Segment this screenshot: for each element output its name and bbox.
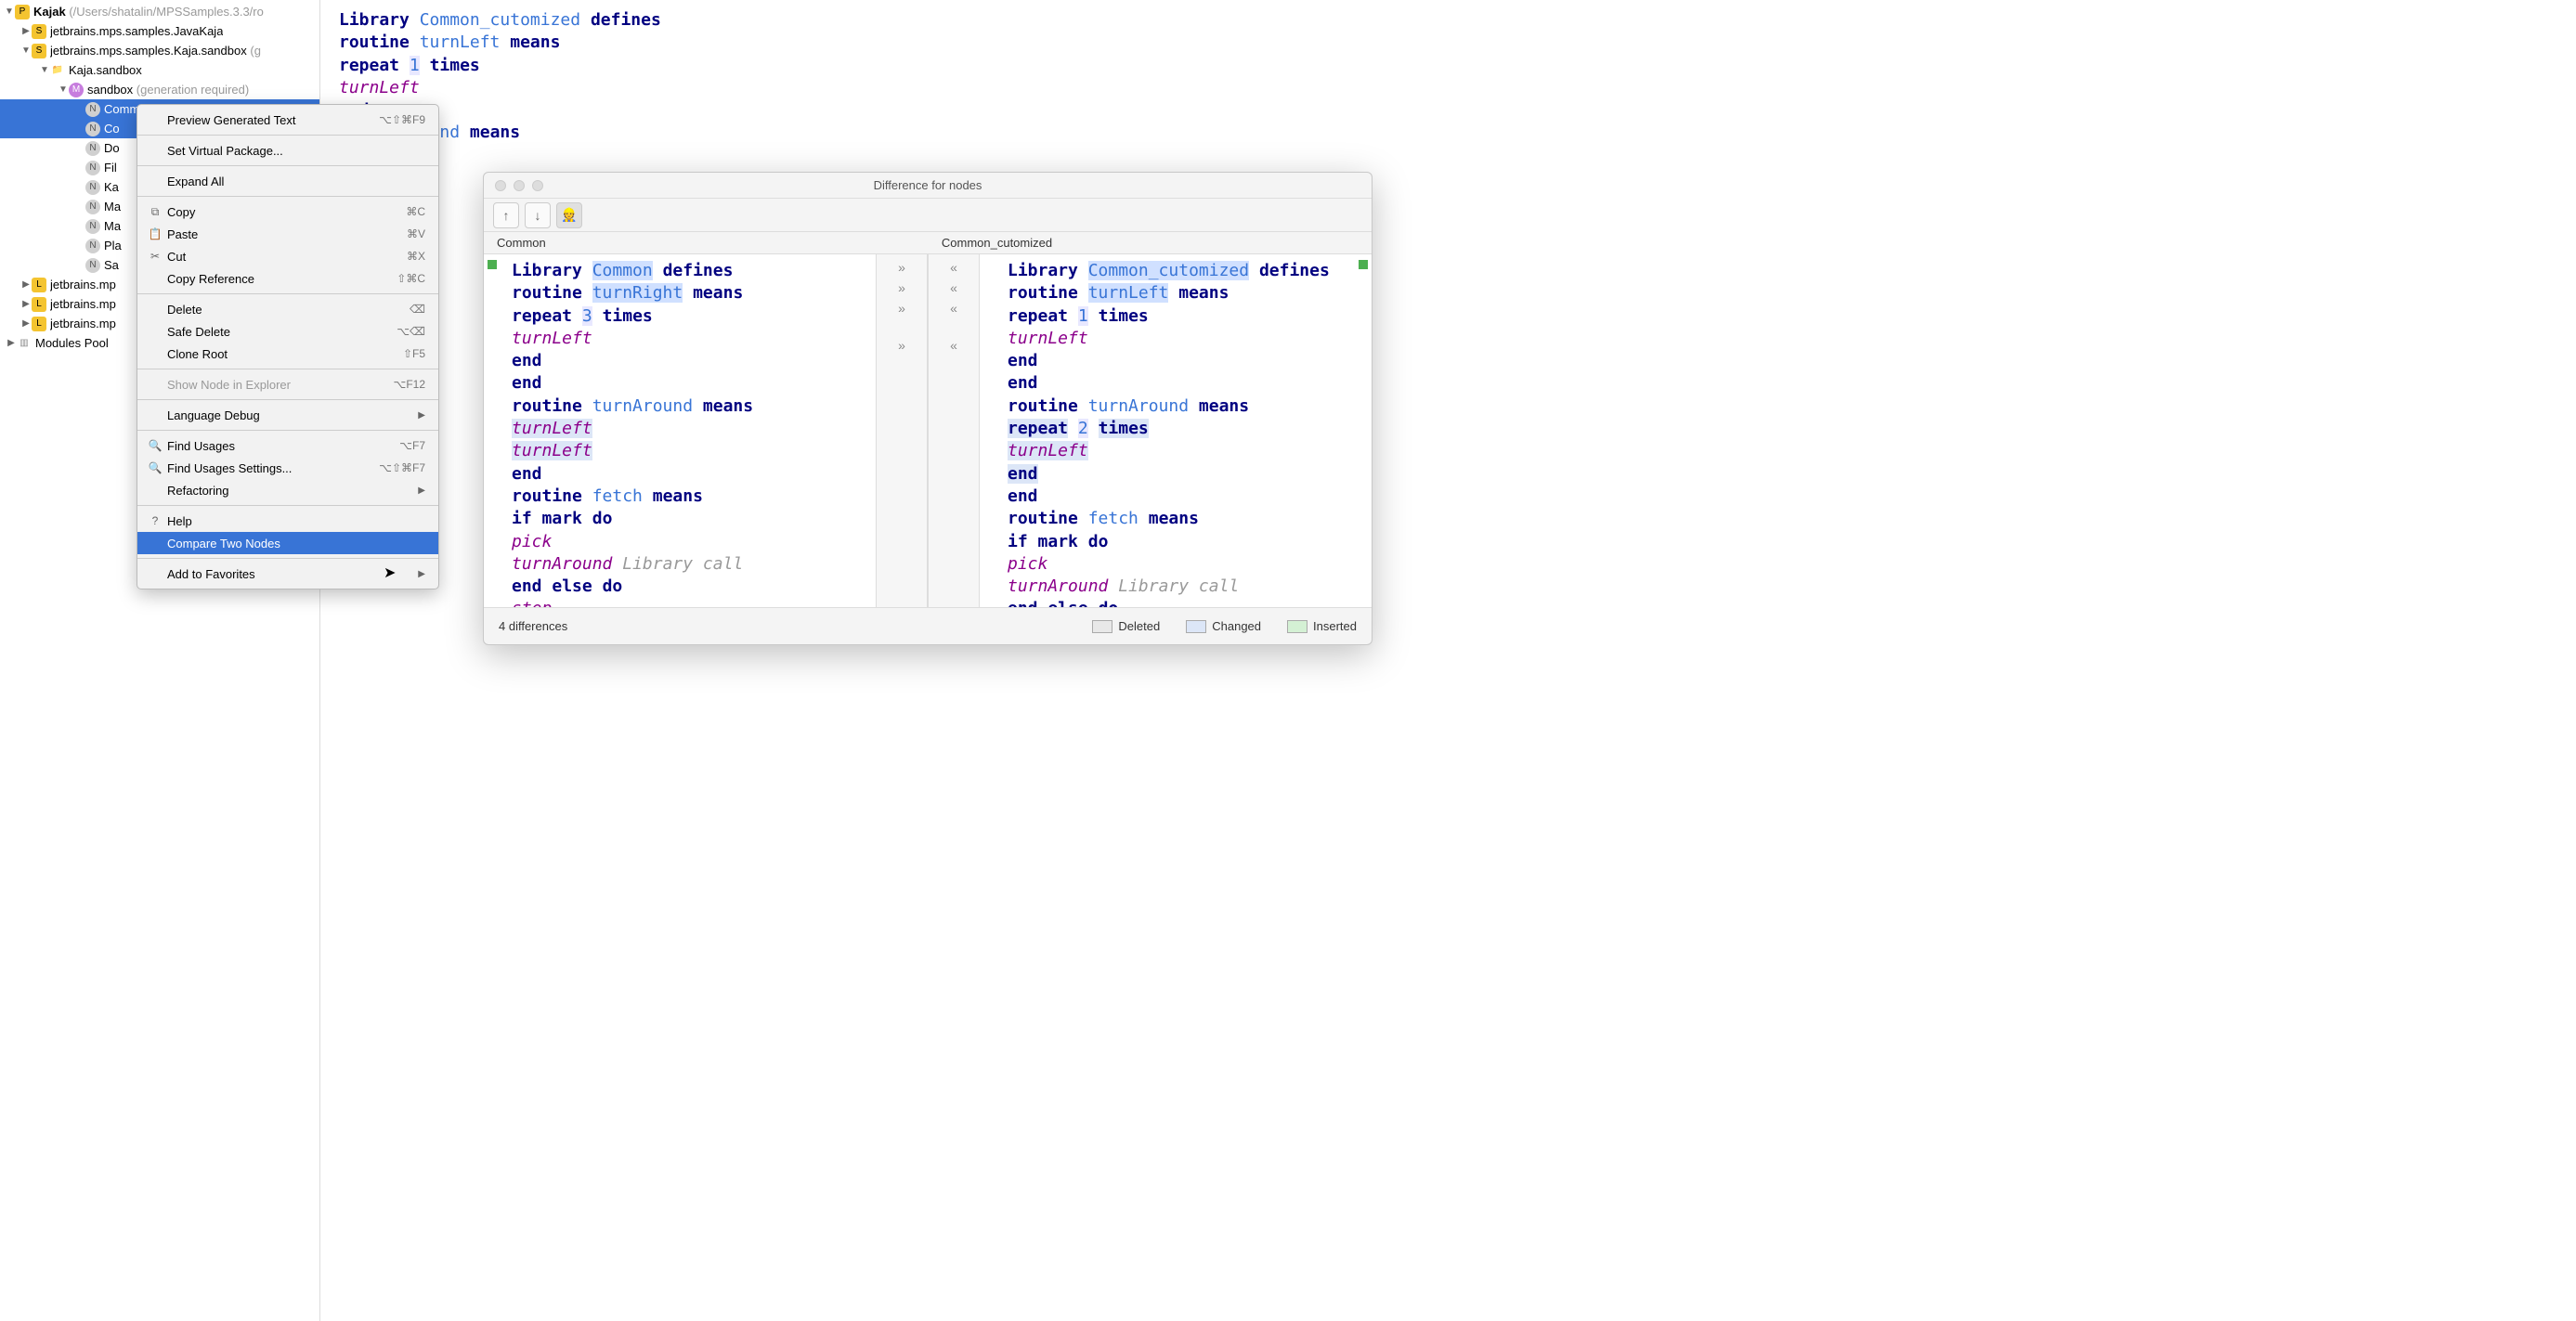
menu-item[interactable]: ✂Cut⌘X: [137, 245, 438, 267]
menu-item[interactable]: Expand All: [137, 170, 438, 192]
solution-icon: S: [32, 24, 46, 39]
menu-icon: ✂: [147, 250, 163, 263]
node-icon: N: [85, 239, 100, 253]
diff-window: Difference for nodes ↑ ↓ 👷 Common Common…: [483, 172, 1373, 645]
next-diff-button[interactable]: ↓: [525, 202, 551, 228]
diff-settings-button[interactable]: 👷: [556, 202, 582, 228]
menu-item[interactable]: ⧉Copy⌘C: [137, 201, 438, 223]
menu-item[interactable]: Copy Reference⇧⌘C: [137, 267, 438, 290]
node-icon: N: [85, 102, 100, 117]
tree-solution[interactable]: S jetbrains.mps.samples.Kaja.sandbox (g: [0, 41, 319, 60]
diff-gutter-right[interactable]: ««««: [928, 254, 980, 607]
lang-icon: L: [32, 317, 46, 331]
tree-folder[interactable]: 📁 Kaja.sandbox: [0, 60, 319, 80]
diff-statusbar: 4 differences Deleted Changed Inserted: [484, 607, 1372, 644]
menu-icon: ⧉: [147, 205, 163, 219]
menu-item[interactable]: Safe Delete⌥⌫: [137, 320, 438, 343]
menu-item[interactable]: Refactoring▶: [137, 479, 438, 501]
left-pane-title: Common: [484, 236, 910, 250]
diff-count: 4 differences: [499, 619, 567, 633]
menu-item[interactable]: Preview Generated Text⌥⇧⌘F9: [137, 109, 438, 131]
solution-icon: S: [32, 44, 46, 58]
diff-left-pane[interactable]: Library Common defines routine turnRight…: [484, 254, 876, 607]
node-icon: N: [85, 200, 100, 214]
tree-project[interactable]: P Kajak (/Users/shatalin/MPSSamples.3.3/…: [0, 2, 319, 21]
diff-gutter-left[interactable]: »»»»: [876, 254, 928, 607]
menu-item[interactable]: 🔍Find Usages⌥F7: [137, 434, 438, 457]
prev-diff-button[interactable]: ↑: [493, 202, 519, 228]
folder-icon: 📁: [50, 63, 65, 78]
deleted-swatch: [1092, 620, 1112, 633]
node-icon: N: [85, 161, 100, 175]
inserted-swatch: [1287, 620, 1308, 633]
modules-icon: ▥: [17, 336, 32, 351]
menu-item[interactable]: 📋Paste⌘V: [137, 223, 438, 245]
context-menu: Preview Generated Text⌥⇧⌘F9 Set Virtual P…: [137, 104, 439, 589]
menu-item[interactable]: Show Node in Explorer⌥F12: [137, 373, 438, 395]
cursor-icon: ➤: [384, 563, 396, 582]
menu-icon: 🔍: [147, 439, 163, 452]
project-icon: P: [15, 5, 30, 19]
diff-titlebar[interactable]: Difference for nodes: [484, 173, 1372, 199]
right-pane-title: Common_cutomized: [910, 236, 1372, 250]
menu-icon: 📋: [147, 227, 163, 240]
lang-icon: L: [32, 278, 46, 292]
menu-item[interactable]: 🔍Find Usages Settings...⌥⇧⌘F7: [137, 457, 438, 479]
tree-model[interactable]: M sandbox (generation required): [0, 80, 319, 99]
node-icon: N: [85, 141, 100, 156]
node-icon: N: [85, 122, 100, 136]
lang-icon: L: [32, 297, 46, 312]
diff-title: Difference for nodes: [484, 178, 1372, 192]
tree-solution[interactable]: S jetbrains.mps.samples.JavaKaja: [0, 21, 319, 41]
menu-item[interactable]: ?Help: [137, 510, 438, 532]
changed-swatch: [1186, 620, 1206, 633]
node-icon: N: [85, 258, 100, 273]
model-icon: M: [69, 83, 84, 97]
menu-item[interactable]: Clone Root⇧F5: [137, 343, 438, 365]
menu-item[interactable]: Language Debug▶: [137, 404, 438, 426]
menu-item[interactable]: Delete⌫: [137, 298, 438, 320]
node-icon: N: [85, 180, 100, 195]
menu-icon: ?: [147, 514, 163, 527]
menu-item[interactable]: Set Virtual Package...: [137, 139, 438, 162]
diff-right-pane[interactable]: Library Common_cutomized defines routine…: [980, 254, 1372, 607]
diff-toolbar: ↑ ↓ 👷: [484, 199, 1372, 232]
menu-item[interactable]: Compare Two Nodes: [137, 532, 438, 554]
menu-icon: 🔍: [147, 461, 163, 474]
node-icon: N: [85, 219, 100, 234]
